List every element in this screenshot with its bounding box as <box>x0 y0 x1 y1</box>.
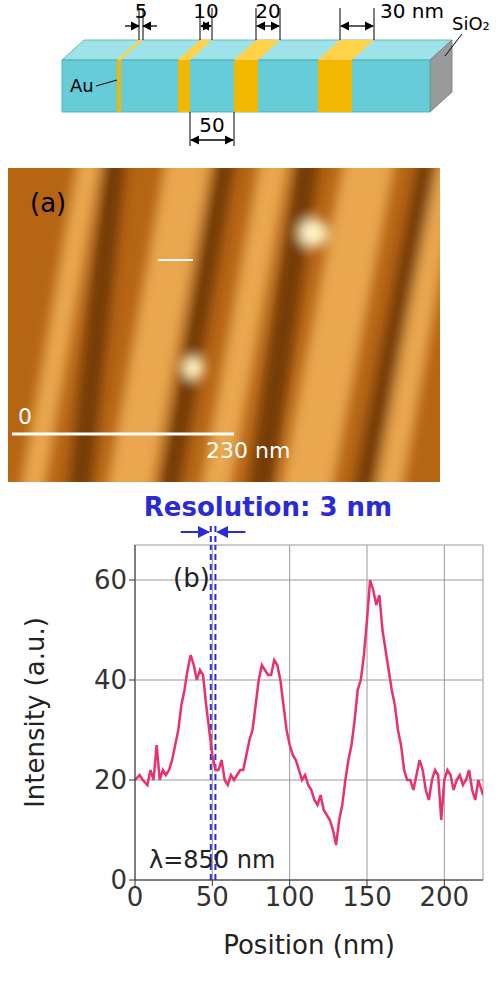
svg-text:60: 60 <box>94 565 127 595</box>
svg-text:0: 0 <box>18 404 32 429</box>
svg-text:0: 0 <box>127 882 144 912</box>
svg-text:20: 20 <box>255 0 280 23</box>
svg-text:Position (nm): Position (nm) <box>223 930 395 960</box>
svg-text:5: 5 <box>135 0 148 23</box>
svg-text:Resolution: 3 nm: Resolution: 3 nm <box>144 492 392 522</box>
svg-text:SiO₂: SiO₂ <box>452 13 490 34</box>
svg-text:λ=850 nm: λ=850 nm <box>149 846 275 874</box>
svg-text:0: 0 <box>110 865 127 895</box>
svg-text:20: 20 <box>94 765 127 795</box>
svg-text:Au: Au <box>70 75 94 96</box>
svg-text:150: 150 <box>342 882 392 912</box>
svg-text:50: 50 <box>196 882 229 912</box>
svg-text:10: 10 <box>193 0 218 23</box>
svg-text:230 nm: 230 nm <box>206 438 290 463</box>
svg-text:40: 40 <box>94 665 127 695</box>
svg-text:100: 100 <box>265 882 315 912</box>
svg-text:(a): (a) <box>30 188 66 218</box>
svg-text:50: 50 <box>199 113 224 137</box>
svg-text:Intensity (a.u.): Intensity (a.u.) <box>20 617 50 808</box>
svg-text:(b): (b) <box>173 563 210 593</box>
svg-text:200: 200 <box>420 882 470 912</box>
svg-text:30 nm: 30 nm <box>380 0 444 23</box>
